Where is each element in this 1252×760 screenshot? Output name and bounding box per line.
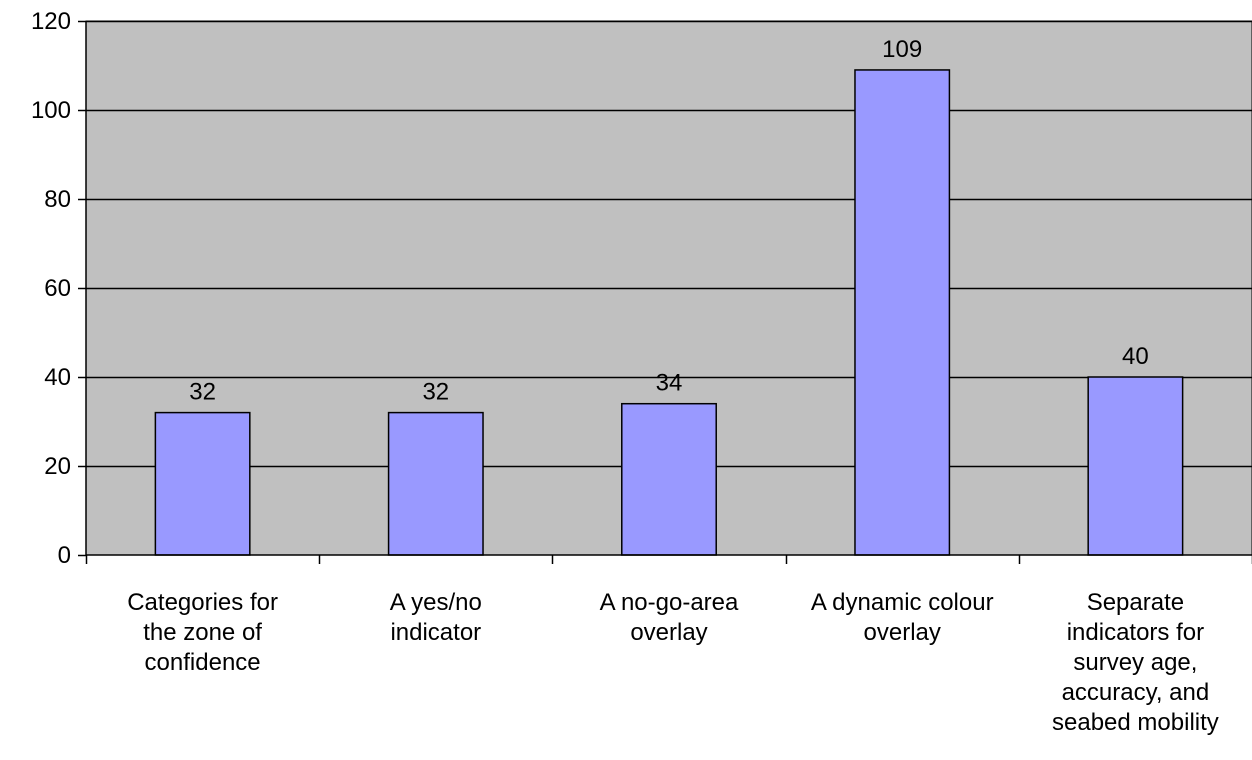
x-tick-label: A no-go-area overlay <box>600 589 739 646</box>
bar <box>621 402 717 556</box>
y-tick-label: 20 <box>44 453 71 480</box>
x-tick-labels: Categories for the zone of confidence A yes… <box>127 589 1219 736</box>
bar <box>854 69 951 556</box>
bar <box>1087 376 1184 556</box>
y-tick-label: 120 <box>31 8 71 35</box>
axes <box>78 20 1252 564</box>
x-tick-label: Separate indicators for survey age, accurac… <box>1052 589 1219 736</box>
data-label: 34 <box>656 370 683 397</box>
x-tick-label: Categories for the zone of confidence <box>127 589 278 676</box>
bar <box>154 411 251 556</box>
y-tick-label: 80 <box>44 186 71 213</box>
y-tick-labels: 0 20 40 60 80 100 120 <box>31 8 71 569</box>
x-tick-label: A yes/no indicator <box>390 589 482 646</box>
y-tick-label: 60 <box>44 275 71 302</box>
x-tick-label: A dynamic colour overlay <box>811 589 994 646</box>
data-labels: 32 32 34 109 40 <box>189 36 1149 406</box>
data-label: 109 <box>882 36 922 63</box>
y-tick-label: 100 <box>31 97 71 124</box>
y-tick-label: 0 <box>58 542 71 569</box>
bar <box>387 411 484 556</box>
data-label: 32 <box>422 379 449 406</box>
data-label: 40 <box>1122 343 1149 370</box>
data-label: 32 <box>189 379 216 406</box>
y-tick-label: 40 <box>44 364 71 391</box>
